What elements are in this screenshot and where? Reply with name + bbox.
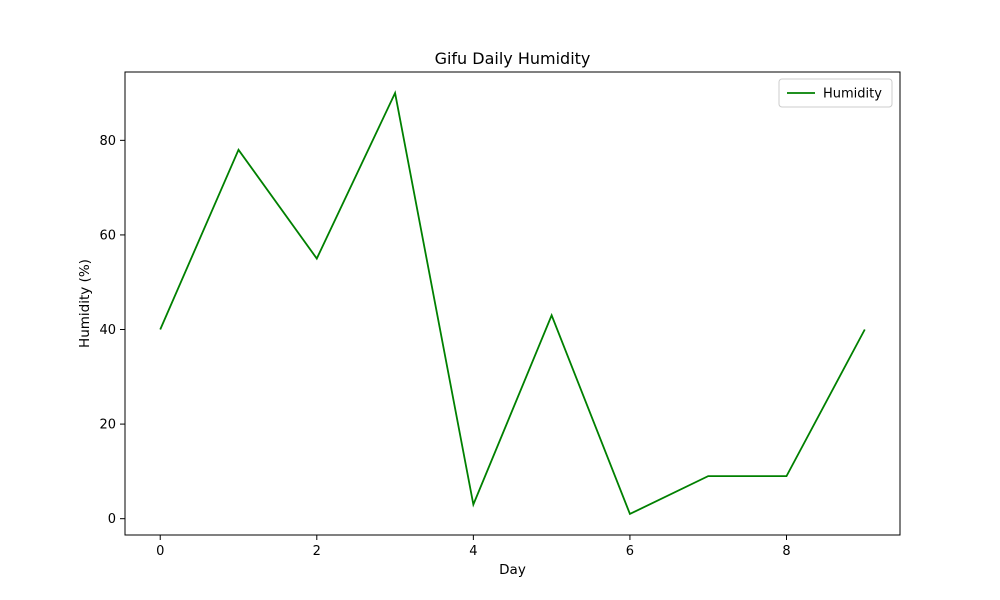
x-tick-label: 6 — [626, 544, 634, 559]
y-tick-label: 80 — [99, 134, 116, 149]
y-axis-label: Humidity (%) — [77, 259, 93, 348]
y-tick-label: 0 — [108, 512, 116, 527]
chart-title: Gifu Daily Humidity — [435, 49, 591, 68]
y-tick-label: 40 — [99, 323, 116, 338]
series-line-humidity — [159, 90, 866, 516]
axes-frame — [124, 71, 901, 536]
y-tick-label: 60 — [99, 228, 116, 243]
legend-box — [778, 78, 893, 108]
y-tick-label: 20 — [99, 418, 116, 433]
x-axis-label: Day — [499, 562, 526, 578]
x-tick-label: 2 — [313, 544, 321, 559]
x-tick-label: 8 — [782, 544, 790, 559]
legend-label: Humidity — [823, 87, 882, 102]
x-tick-label: 0 — [156, 544, 164, 559]
x-tick-label: 4 — [469, 544, 477, 559]
